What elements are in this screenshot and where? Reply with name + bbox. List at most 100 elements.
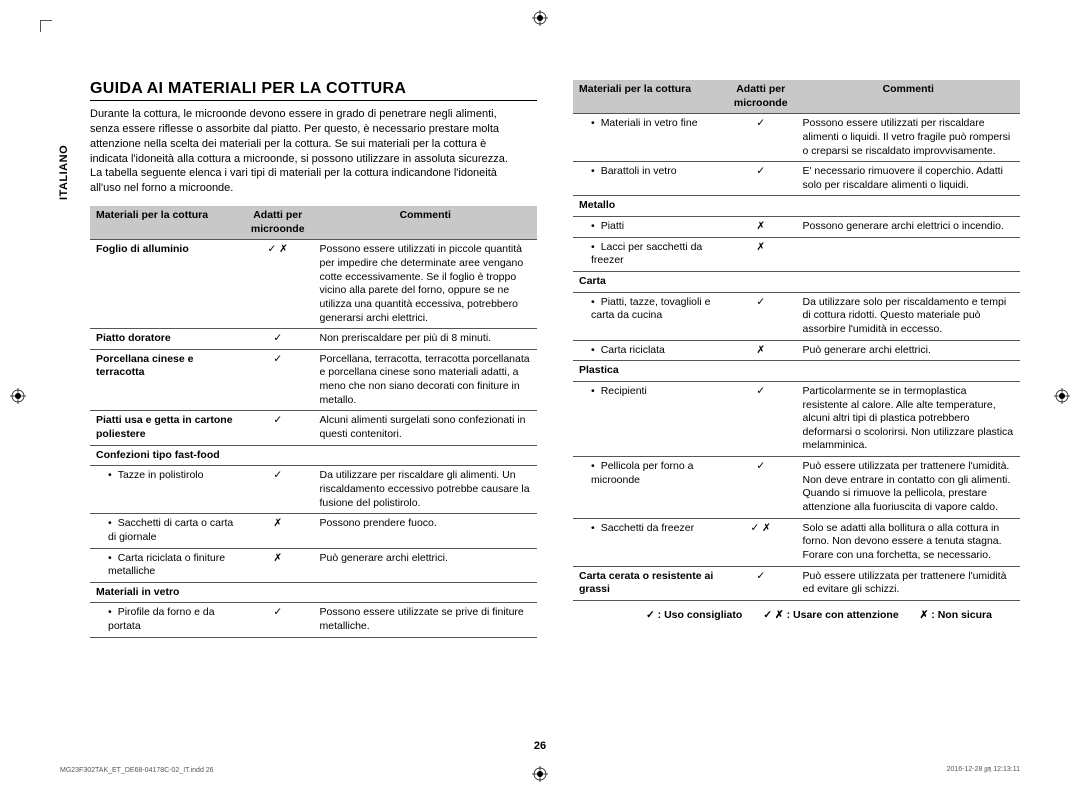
table-row: Piatti, tazze, tovaglioli e carta da cuc… <box>573 292 1020 340</box>
left-column: GUIDA AI MATERIALI PER LA COTTURA Durant… <box>90 80 537 638</box>
registration-mark-right <box>1054 388 1070 404</box>
cell-symbol: ✓ <box>242 349 314 411</box>
cell-material: Metallo <box>573 196 725 217</box>
cell-symbol: ✓ <box>725 566 797 600</box>
cell-symbol: ✗ <box>725 340 797 361</box>
footer-timestamp: 2016-12-28 ㏘ 12:13:11 <box>947 764 1020 774</box>
cell-comment <box>313 582 537 603</box>
th-suitable: Adatti per microonde <box>725 80 797 114</box>
cell-material: Carta riciclata o finiture metalliche <box>90 548 242 582</box>
cell-material: Piatti, tazze, tovaglioli e carta da cuc… <box>573 292 725 340</box>
table-row: Lacci per sacchetti da freezer✗ <box>573 237 1020 271</box>
table-row: Tazze in polistirolo✓Da utilizzare per r… <box>90 466 537 514</box>
cell-comment <box>313 445 537 466</box>
cell-comment: Può generare archi elettrici. <box>313 548 537 582</box>
legend-no: ✗ : Non sicura <box>920 609 992 621</box>
cell-material: Piatti usa e getta in cartone poliestere <box>90 411 242 445</box>
cell-comment: Può essere utilizzata per trattenere l'u… <box>796 566 1020 600</box>
cell-symbol: ✓ <box>725 381 797 456</box>
table-row: Confezioni tipo fast-food <box>90 445 537 466</box>
legend: ✓ : Uso consigliato ✓ ✗ : Usare con atte… <box>573 609 1020 621</box>
th-material: Materiali per la cottura <box>573 80 725 114</box>
cell-material: Carta cerata o resistente ai grassi <box>573 566 725 600</box>
crop-mark-tl <box>40 20 52 32</box>
table-row: Porcellana cinese e terracotta✓Porcellan… <box>90 349 537 411</box>
cell-material: Piatti <box>573 217 725 238</box>
registration-mark-left <box>10 388 26 404</box>
cell-comment: Alcuni alimenti surgelati sono confezion… <box>313 411 537 445</box>
table-row: Piatto doratore✓Non preriscaldare per pi… <box>90 329 537 350</box>
th-comments: Commenti <box>796 80 1020 114</box>
table-row: Materiali in vetro fine✓Possono essere u… <box>573 114 1020 162</box>
table-row: Recipienti✓Particolarmente se in termopl… <box>573 381 1020 456</box>
cell-material: Foglio di alluminio <box>90 240 242 329</box>
cell-material: Porcellana cinese e terracotta <box>90 349 242 411</box>
cell-comment: E' necessario rimuovere il coperchio. Ad… <box>796 162 1020 196</box>
cell-symbol: ✓ <box>242 466 314 514</box>
cell-material: Carta <box>573 272 725 293</box>
cell-material: Materiali in vetro fine <box>573 114 725 162</box>
table-row: Sacchetti da freezer✓ ✗Solo se adatti al… <box>573 518 1020 566</box>
cell-material: Sacchetti da freezer <box>573 518 725 566</box>
table-row: Barattoli in vetro✓E' necessario rimuove… <box>573 162 1020 196</box>
language-tab: ITALIANO <box>58 145 70 200</box>
cell-comment <box>796 237 1020 271</box>
cell-material: Pellicola per forno a microonde <box>573 457 725 519</box>
cell-comment: Possono essere utilizzate se prive di fi… <box>313 603 537 637</box>
cell-material: Piatto doratore <box>90 329 242 350</box>
th-comments: Commenti <box>313 206 537 240</box>
table-row: Piatti✗Possono generare archi elettrici … <box>573 217 1020 238</box>
materials-table-left: Materiali per la cottura Adatti per micr… <box>90 206 537 638</box>
table-row: Sacchetti di carta o carta di giornale✗P… <box>90 514 537 548</box>
legend-caution: ✓ ✗ : Usare con attenzione <box>763 609 898 621</box>
cell-symbol: ✗ <box>725 237 797 271</box>
table-row: Foglio di alluminio✓ ✗Possono essere uti… <box>90 240 537 329</box>
cell-comment: Può generare archi elettrici. <box>796 340 1020 361</box>
cell-symbol <box>725 196 797 217</box>
cell-comment: Possono essere utilizzati per riscaldare… <box>796 114 1020 162</box>
cell-symbol <box>242 445 314 466</box>
cell-material: Barattoli in vetro <box>573 162 725 196</box>
legend-ok: ✓ : Uso consigliato <box>646 609 742 621</box>
cell-symbol: ✓ <box>725 457 797 519</box>
cell-symbol <box>725 361 797 382</box>
cell-symbol: ✗ <box>242 548 314 582</box>
footer-filename: MG23F302TAK_ET_DE68-04178C-02_IT.indd 26 <box>60 767 214 774</box>
page-title: GUIDA AI MATERIALI PER LA COTTURA <box>90 80 537 101</box>
cell-comment: Da utilizzare solo per riscaldamento e t… <box>796 292 1020 340</box>
cell-material: Plastica <box>573 361 725 382</box>
main-content: GUIDA AI MATERIALI PER LA COTTURA Durant… <box>90 80 1020 638</box>
cell-comment: Possono essere utilizzati in piccole qua… <box>313 240 537 329</box>
materials-table-right: Materiali per la cottura Adatti per micr… <box>573 80 1020 601</box>
cell-material: Tazze in polistirolo <box>90 466 242 514</box>
cell-symbol: ✓ <box>725 162 797 196</box>
cell-material: Confezioni tipo fast-food <box>90 445 242 466</box>
table-row: Piatti usa e getta in cartone poliestere… <box>90 411 537 445</box>
registration-mark-top <box>532 10 548 26</box>
cell-symbol: ✓ <box>242 603 314 637</box>
cell-material: Carta riciclata <box>573 340 725 361</box>
cell-symbol: ✓ ✗ <box>242 240 314 329</box>
cell-material: Pirofile da forno e da portata <box>90 603 242 637</box>
cell-symbol: ✓ <box>242 411 314 445</box>
cell-comment: Possono generare archi elettrici o incen… <box>796 217 1020 238</box>
th-material: Materiali per la cottura <box>90 206 242 240</box>
table-row: Carta cerata o resistente ai grassi✓Può … <box>573 566 1020 600</box>
table-row: Carta <box>573 272 1020 293</box>
table-row: Materiali in vetro <box>90 582 537 603</box>
cell-comment: Può essere utilizzata per trattenere l'u… <box>796 457 1020 519</box>
cell-comment: Particolarmente se in termoplastica resi… <box>796 381 1020 456</box>
intro-paragraph: Durante la cottura, le microonde devono … <box>90 107 520 196</box>
cell-symbol <box>242 582 314 603</box>
cell-comment <box>796 272 1020 293</box>
cell-material: Materiali in vetro <box>90 582 242 603</box>
table-row: Plastica <box>573 361 1020 382</box>
table-row: Pellicola per forno a microonde✓Può esse… <box>573 457 1020 519</box>
right-column: Materiali per la cottura Adatti per micr… <box>573 80 1020 621</box>
cell-symbol: ✓ <box>242 329 314 350</box>
cell-comment <box>796 196 1020 217</box>
cell-symbol: ✓ ✗ <box>725 518 797 566</box>
registration-mark-bottom <box>532 766 548 782</box>
cell-comment: Da utilizzare per riscaldare gli aliment… <box>313 466 537 514</box>
table-row: Carta riciclata✗Può generare archi elett… <box>573 340 1020 361</box>
